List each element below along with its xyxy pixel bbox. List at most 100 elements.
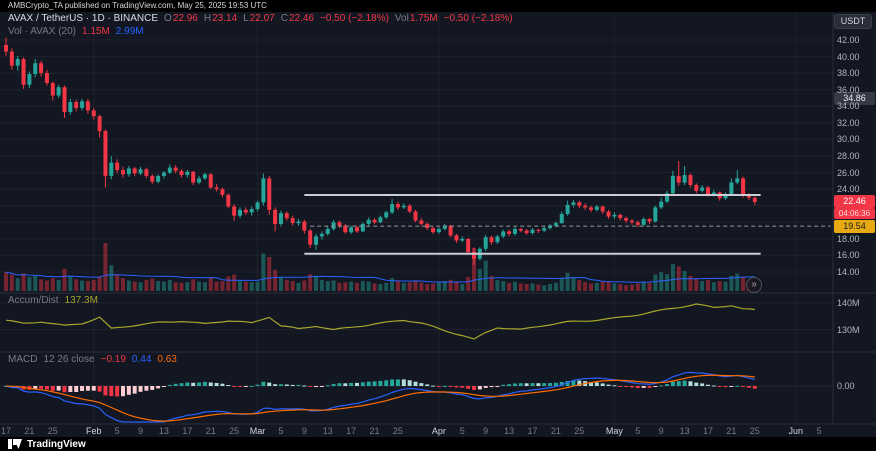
candle-body — [343, 225, 348, 233]
macd-histogram-bar — [302, 385, 307, 387]
marked-price-label: 34.86 — [834, 92, 875, 106]
candle-body — [688, 175, 693, 185]
volume-bar — [571, 276, 576, 291]
time-axis[interactable]: 17 21 25 Feb 5 9 13 17 21 25 Mar 5 9 13 17 21 25 Apr 5 9 13 1… — [0, 424, 833, 437]
price-tick-label: 16.00 — [837, 250, 860, 261]
candle-body — [454, 235, 459, 241]
candle-body — [109, 162, 114, 176]
volume-bar — [74, 279, 79, 291]
volume-bar — [115, 274, 120, 291]
alert-price-label: 19.54 — [834, 219, 875, 233]
candle-body — [495, 236, 500, 243]
time-tick-label: 9 — [301, 426, 307, 436]
price-tick-label: 26.00 — [837, 167, 860, 178]
macd-histogram-bar — [518, 383, 523, 386]
macd-histogram-bar — [243, 386, 248, 387]
macd-histogram-bar — [62, 386, 67, 393]
volume-bar — [711, 282, 716, 291]
accum-dist-title[interactable]: Accum/Dist — [8, 295, 59, 306]
candle-body — [214, 187, 219, 190]
time-tick-label: 13 — [504, 426, 515, 436]
macd-histogram-bar — [431, 385, 436, 387]
candle-body — [296, 221, 301, 224]
candle-body — [132, 168, 137, 174]
volume-bar — [729, 275, 734, 291]
macd-histogram-bar — [395, 379, 400, 386]
price-axis[interactable]: 34.86 22.46 04:06:36 19.54 42.00 40.00 38.… — [833, 12, 876, 424]
volume-bar — [489, 275, 494, 291]
macd-histogram-bar — [44, 386, 49, 390]
macd-histogram-bar — [530, 383, 535, 386]
time-tick-label: 25 — [392, 426, 403, 436]
macd-histogram-bar — [706, 384, 710, 386]
candle-body — [624, 218, 629, 221]
volume-bar — [641, 282, 646, 291]
macd-histogram-bar — [33, 386, 38, 389]
volume-bar — [80, 280, 85, 291]
candle-body — [360, 223, 365, 232]
time-tick-label: 5 — [278, 426, 284, 436]
symbol-title[interactable]: AVAX / TetherUS · 1D · BINANCE — [8, 13, 159, 24]
volume-bar — [167, 279, 172, 291]
currency-toggle-button[interactable]: USDT — [834, 14, 872, 29]
price-tick-label: 34.00 — [837, 101, 860, 112]
candle-body — [355, 227, 359, 232]
macd-histogram-bar — [343, 383, 348, 386]
macd-histogram-bar — [618, 386, 623, 387]
volume-bar — [741, 276, 746, 291]
candle-body — [507, 231, 512, 234]
go-to-realtime-button[interactable]: » — [746, 277, 762, 293]
macd-histogram-bar — [694, 382, 699, 386]
candle-body — [372, 219, 377, 223]
macd-histogram-bar — [138, 386, 143, 392]
macd-histogram-bar — [366, 381, 371, 386]
volume-bar — [624, 285, 629, 291]
ohlc-open-value: 22.96 — [172, 13, 198, 24]
candle-body — [694, 185, 699, 191]
candle-body — [243, 209, 248, 213]
volume-bar — [594, 282, 599, 291]
ohlc-close-key: C — [280, 13, 288, 24]
tradingview-logo[interactable] — [8, 439, 22, 449]
footer-brand[interactable]: TradingView — [27, 438, 86, 450]
macd-title[interactable]: MACD — [8, 354, 38, 365]
volume-key: Vol — [394, 13, 409, 24]
macd-histogram-bar — [355, 382, 359, 386]
candle-body — [641, 219, 646, 225]
volume-indicator-title[interactable]: Vol · AVAX (20) — [8, 26, 76, 37]
candle-body — [606, 211, 611, 217]
macd-histogram-bar — [232, 386, 237, 387]
volume-bar — [618, 283, 623, 291]
volume-bar — [103, 243, 108, 291]
candle-body — [349, 227, 354, 233]
volume-bar — [583, 282, 588, 291]
volume-bar — [197, 281, 202, 291]
ad-axis-label: 130M — [837, 324, 860, 335]
candle-body — [741, 178, 746, 195]
candle-body — [594, 206, 599, 210]
volume-bar — [647, 282, 652, 291]
volume-bar — [62, 268, 67, 291]
candle-body — [50, 83, 55, 96]
candle-body — [512, 228, 517, 234]
macd-histogram-bar — [238, 386, 242, 387]
macd-histogram-bar — [284, 384, 289, 386]
macd-line — [5, 371, 755, 423]
volume-bar — [349, 281, 354, 291]
price-tick-label: 40.00 — [837, 51, 860, 62]
macd-histogram-bar — [647, 386, 652, 388]
macd-histogram-bar — [91, 386, 96, 391]
volume-bar — [243, 281, 248, 291]
candle-body — [518, 228, 523, 231]
volume-bar — [27, 276, 32, 291]
time-tick-label: 17 — [346, 426, 357, 436]
macd-histogram-bar — [659, 385, 664, 387]
macd-histogram-bar — [278, 384, 283, 386]
candle-body — [126, 168, 131, 175]
ohlc-low-key: L — [243, 13, 249, 24]
footer-bar: TradingView — [0, 437, 876, 451]
macd-signal-value: 0.63 — [157, 354, 177, 365]
macd-histogram-bar — [197, 382, 202, 386]
volume-bar — [343, 282, 348, 291]
